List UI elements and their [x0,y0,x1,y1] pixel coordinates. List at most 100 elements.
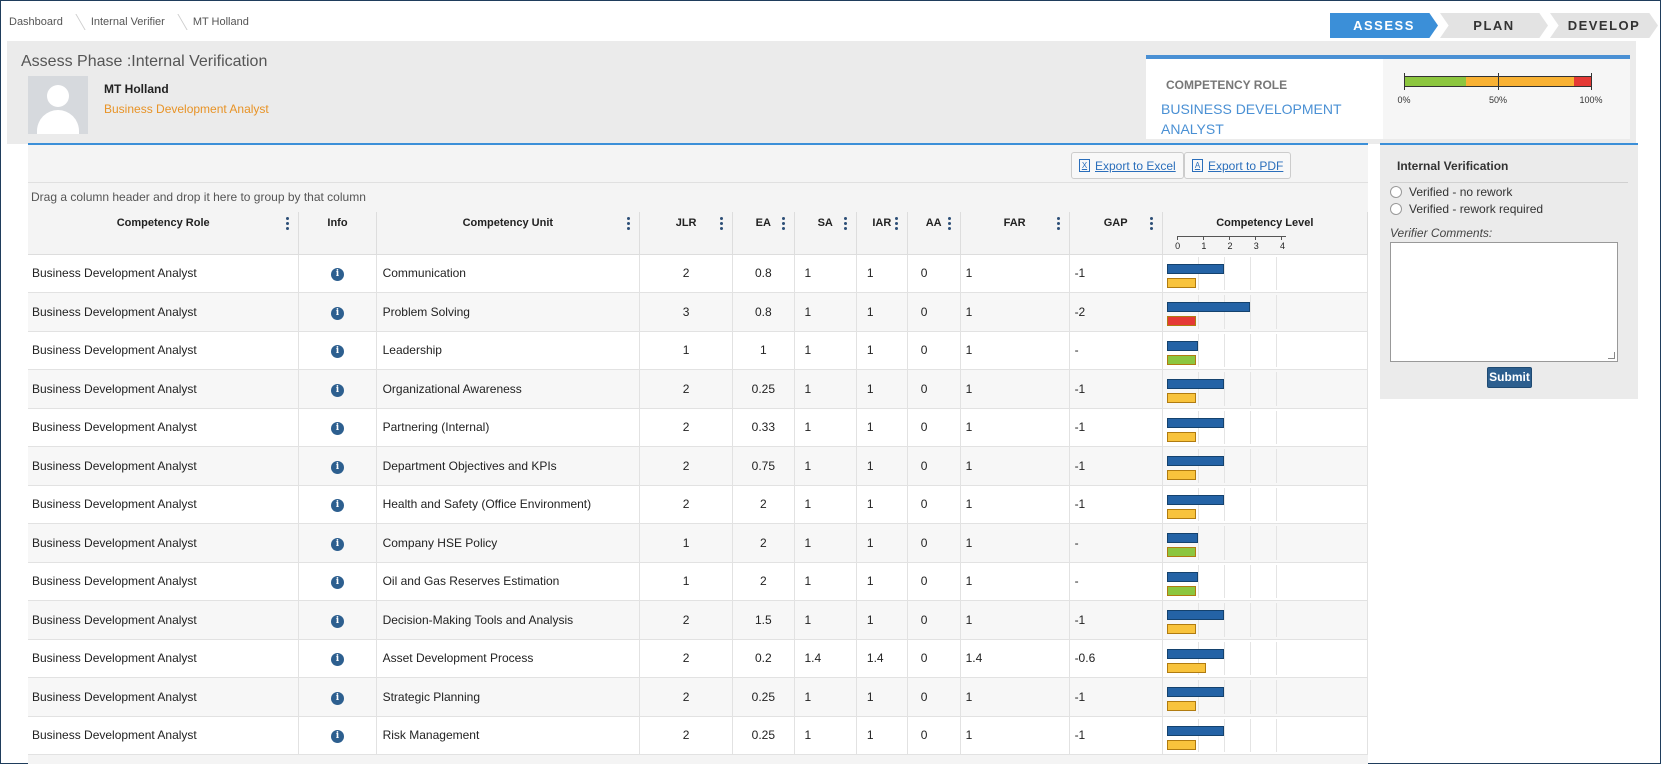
column-menu-icon[interactable] [843,217,848,230]
cell-aa: 0 [907,254,961,293]
table-row[interactable]: Business Development Analyst i Problem Sol… [28,292,1368,332]
level-gridline [1197,526,1199,560]
table-row[interactable]: Business Development Analyst i Decision-Ma… [28,600,1368,640]
info-icon[interactable]: i [330,499,344,513]
export-excel-button[interactable]: X Export to Excel [1071,152,1184,179]
radio-verified-no-rework[interactable]: Verified - no rework [1390,185,1512,199]
cell-ea: 2 [732,562,795,601]
breadcrumb-internal-verifier[interactable]: Internal Verifier [90,16,165,28]
column-menu-icon[interactable] [894,217,899,230]
column-menu-icon[interactable] [947,217,952,230]
cell-jlr: 2 [639,639,734,678]
table-row[interactable]: Business Development Analyst i Department … [28,446,1368,486]
scale-label: 0 [1175,240,1181,251]
col-info: Info [298,212,377,255]
jlr-bar [1166,263,1225,274]
submit-button[interactable]: Submit [1487,367,1532,388]
col-aa[interactable]: AA [907,212,961,255]
cell-sa: 1 [794,600,857,640]
cell-unit: Oil and Gas Reserves Estimation [376,562,641,601]
info-icon[interactable]: i [330,383,344,397]
level-gridline [1224,256,1226,290]
table-row[interactable]: Business Development Analyst i Risk Manage… [28,716,1368,755]
table-row[interactable]: Business Development Analyst i Organizatio… [28,369,1368,409]
table-row[interactable]: Business Development Analyst i Company HSE… [28,523,1368,563]
level-gridline [1276,449,1278,483]
level-gridline [1250,333,1252,367]
info-icon[interactable]: i [330,537,344,551]
cell-info: i [298,600,377,640]
phase-assess[interactable]: ASSESS [1330,13,1438,38]
col-gap[interactable]: GAP [1069,212,1163,255]
breadcrumb-dashboard[interactable]: Dashboard [9,16,63,28]
col-iar[interactable]: IAR [856,212,908,255]
export-pdf-button[interactable]: A Export to PDF [1184,152,1292,179]
info-icon[interactable]: i [330,306,344,320]
cell-competency-level [1162,716,1368,755]
radio-circle-icon[interactable] [1390,186,1402,198]
info-icon[interactable]: i [330,653,344,667]
column-menu-icon[interactable] [720,217,724,230]
cell-iar: 1 [856,331,908,370]
info-icon[interactable]: i [330,460,344,474]
info-icon[interactable]: i [330,576,344,590]
col-jlr[interactable]: JLR [639,212,734,255]
cell-info: i [298,639,377,678]
cell-iar: 1 [856,485,908,524]
breadcrumb-separator [170,14,188,30]
info-icon[interactable]: i [330,345,344,359]
phase-plan[interactable]: PLAN [1440,13,1548,38]
group-by-drop-zone[interactable]: Drag a column header and drop it here to… [28,183,1368,212]
col-label: GAP [1103,217,1128,229]
info-icon[interactable]: i [330,422,344,436]
cell-role: Business Development Analyst [28,523,300,563]
cell-ea: 0.75 [732,446,795,486]
table-row[interactable]: Business Development Analyst i Strategic P… [28,677,1368,717]
cell-jlr: 2 [639,446,734,486]
cell-info: i [298,523,377,563]
table-row[interactable]: Business Development Analyst i Communicati… [28,254,1368,293]
far-bar [1166,508,1196,519]
info-icon[interactable]: i [330,614,344,628]
col-sa[interactable]: SA [794,212,857,255]
phase-develop[interactable]: DEVELOP [1550,13,1658,38]
resize-handle-icon[interactable] [1608,352,1615,359]
table-row[interactable]: Business Development Analyst i Asset Devel… [28,639,1368,678]
table-row[interactable]: Business Development Analyst i Health and … [28,485,1368,524]
pdf-icon: A [1192,159,1203,172]
info-icon[interactable]: i [330,268,344,282]
column-menu-icon[interactable] [781,217,786,230]
export-pdf-label: Export to PDF [1208,158,1284,173]
cell-jlr: 2 [639,408,734,447]
col-label: FAR [1003,217,1026,229]
column-menu-icon[interactable] [627,217,631,230]
radio-circle-icon[interactable] [1390,203,1402,215]
gauge-label-50: 50% [1488,95,1508,105]
cell-competency-level [1162,369,1368,409]
radio-verified-rework-required[interactable]: Verified - rework required [1390,202,1543,216]
far-bar [1166,624,1196,634]
cell-ea: 0.25 [732,677,795,717]
cell-aa: 0 [907,523,961,563]
info-icon[interactable]: i [330,691,344,705]
cell-competency-level [1162,446,1368,486]
cell-far: 1 [960,446,1070,486]
table-row[interactable]: Business Development Analyst i Oil and Gas… [28,562,1368,601]
verifier-comments-textarea[interactable] [1390,242,1618,362]
info-icon[interactable]: i [330,730,344,744]
cell-unit: Strategic Planning [376,677,641,717]
table-row[interactable]: Business Development Analyst i Leadership 1… [28,331,1368,370]
column-menu-icon[interactable] [1056,217,1061,230]
column-menu-icon[interactable] [1149,217,1154,230]
grid-toolbar: X Export to Excel A Export to PDF [28,145,1368,183]
col-competency-unit[interactable]: Competency Unit [376,212,641,255]
cell-ea: 0.2 [732,639,795,678]
cell-info: i [298,254,377,293]
level-gridline [1197,333,1199,367]
col-competency-role[interactable]: Competency Role [28,212,300,255]
table-row[interactable]: Business Development Analyst i Partnering … [28,408,1368,447]
cell-sa: 1 [794,677,857,717]
column-menu-icon[interactable] [286,217,290,230]
col-ea[interactable]: EA [732,212,795,255]
col-far[interactable]: FAR [960,212,1070,255]
